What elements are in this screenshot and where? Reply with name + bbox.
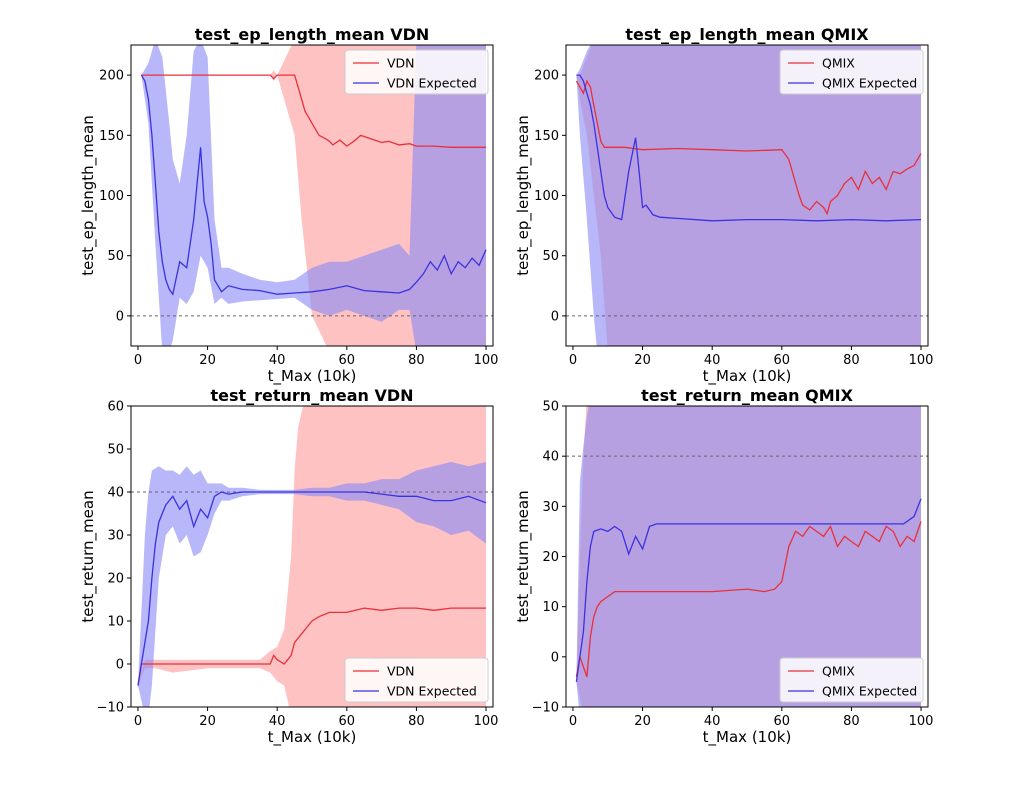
legend-label: QMIX Expected: [822, 684, 917, 699]
y-tick-label: 60: [107, 400, 124, 415]
legend-box: [779, 657, 924, 703]
series-line-expected: [575, 498, 922, 682]
y-tick-label: 200: [99, 69, 124, 84]
legend: QMIX QMIX Expected: [779, 657, 924, 703]
band-expected: [576, 406, 921, 707]
x-tick-label: 80: [408, 714, 425, 729]
legend-label: VDN: [387, 56, 415, 71]
series-line-expected: [137, 491, 487, 686]
legend: VDN VDN Expected: [344, 657, 489, 703]
legend-box: [779, 49, 924, 95]
series-line-primary: [137, 607, 486, 686]
x-tick-label: 100: [909, 353, 934, 368]
x-axis-label: t_Max (10k): [268, 728, 357, 747]
legend-label: VDN Expected: [387, 684, 477, 699]
series-line-primary: [575, 79, 922, 216]
y-tick-label: 0: [551, 650, 559, 665]
plot-area: [566, 45, 928, 346]
y-axis-label: test_return_mean: [79, 490, 98, 622]
plot-area: [131, 45, 493, 346]
x-axis-label: t_Max (10k): [268, 367, 357, 386]
series-line-primary: [141, 74, 486, 148]
legend-label: QMIX Expected: [822, 76, 917, 91]
axes-frame: [130, 405, 494, 708]
x-tick-label: 0: [134, 714, 142, 729]
chart-panel-1: 0 20 40 60 80 100 0 50 100 150 200 test_ep_length_m…: [79, 25, 498, 386]
y-tick-label: 50: [542, 249, 559, 264]
chart-title: test_ep_length_mean VDN: [195, 25, 430, 44]
x-tick-label: 0: [134, 353, 142, 368]
y-tick-label: 50: [107, 443, 124, 458]
y-tick-label: 150: [534, 129, 559, 144]
x-axis-label: t_Max (10k): [703, 367, 792, 386]
y-tick-label: 50: [107, 249, 124, 264]
x-tick-label: 60: [774, 714, 791, 729]
x-tick-label: 20: [634, 353, 651, 368]
y-tick-label: 0: [116, 658, 124, 673]
y-tick-label: 40: [107, 486, 124, 501]
y-axis-label: test_ep_length_mean: [514, 115, 533, 275]
band-expected: [576, 45, 921, 346]
x-tick-label: 40: [269, 353, 286, 368]
x-axis-label: t_Max (10k): [703, 728, 792, 747]
y-tick-label: 0: [551, 309, 559, 324]
x-tick-label: 40: [704, 714, 721, 729]
x-tick-label: 40: [269, 714, 286, 729]
x-tick-label: 20: [199, 353, 216, 368]
x-tick-label: 20: [199, 714, 216, 729]
x-tick-label: 80: [843, 353, 860, 368]
y-axis-label: test_ep_length_mean: [79, 115, 98, 275]
y-tick-label: 100: [99, 189, 124, 204]
x-tick-label: 0: [569, 353, 577, 368]
y-tick-label: 10: [107, 615, 124, 630]
band-expected: [141, 45, 486, 346]
y-tick-label: 40: [542, 450, 559, 465]
chart-panel-3: 0 20 40 60 80 100 −10 0 10 20 30 40 50 60 test_return_…: [79, 386, 498, 747]
x-tick-label: 80: [843, 714, 860, 729]
x-tick-label: 20: [634, 714, 651, 729]
legend-box: [344, 49, 489, 95]
legend-label: QMIX: [822, 664, 855, 679]
x-tick-label: 80: [408, 353, 425, 368]
series-line-expected: [576, 74, 922, 222]
chart-panel-2: 0 20 40 60 80 100 0 50 100 150 200 test_ep_length_m…: [514, 25, 933, 386]
x-tick-label: 0: [569, 714, 577, 729]
legend: VDN VDN Expected: [344, 49, 489, 95]
legend: QMIX QMIX Expected: [779, 49, 924, 95]
series-line-expected: [140, 74, 487, 296]
y-tick-label: 100: [534, 189, 559, 204]
x-tick-label: 60: [774, 353, 791, 368]
y-tick-label: 30: [107, 529, 124, 544]
x-tick-label: 100: [474, 714, 499, 729]
y-tick-label: 50: [542, 400, 559, 415]
legend-box: [344, 657, 489, 703]
x-tick-label: 100: [474, 353, 499, 368]
chart-title: test_return_mean VDN: [210, 386, 413, 405]
x-tick-label: 100: [909, 714, 934, 729]
plot-area: [566, 406, 928, 707]
y-tick-label: 20: [542, 550, 559, 565]
series-line-primary: [575, 521, 922, 678]
y-tick-label: 150: [99, 129, 124, 144]
legend-label: QMIX: [822, 56, 855, 71]
x-tick-label: 40: [704, 353, 721, 368]
y-tick-label: 20: [107, 572, 124, 587]
x-tick-label: 60: [339, 353, 356, 368]
chart-panel-4: 0 20 40 60 80 100 −10 0 10 20 30 40 50 test_return_me…: [514, 386, 933, 747]
plot-area: [131, 406, 493, 707]
y-axis-label: test_return_mean: [514, 490, 533, 622]
chart-title: test_return_mean QMIX: [641, 386, 853, 405]
y-tick-label: −10: [97, 701, 124, 716]
legend-label: VDN Expected: [387, 76, 477, 91]
x-tick-label: 60: [339, 714, 356, 729]
y-tick-label: 200: [534, 69, 559, 84]
legend-label: VDN: [387, 664, 415, 679]
y-tick-label: −10: [532, 701, 559, 716]
y-tick-label: 0: [116, 309, 124, 324]
band-expected: [138, 461, 486, 707]
chart-title: test_ep_length_mean QMIX: [625, 25, 869, 44]
y-tick-label: 10: [542, 600, 559, 615]
y-tick-label: 30: [542, 500, 559, 515]
